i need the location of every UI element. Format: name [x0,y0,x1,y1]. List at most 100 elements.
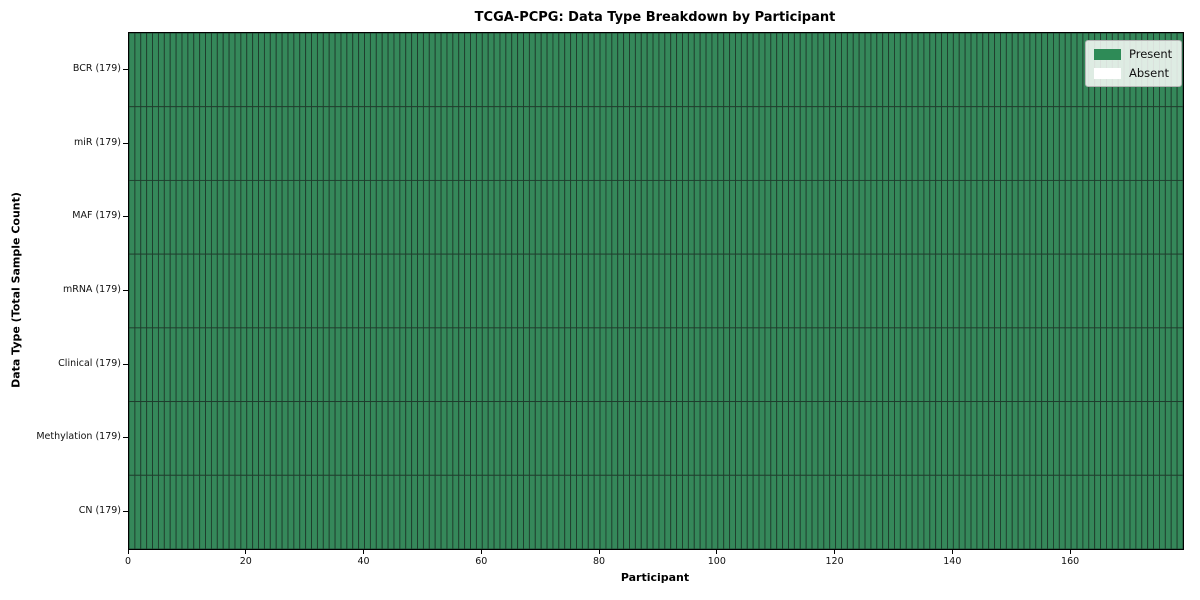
heatmap-cell [334,327,342,403]
heatmap-cell [328,106,336,181]
heatmap-cell [676,33,683,108]
heatmap-cell [758,179,766,255]
heatmap-cell [941,253,948,329]
heatmap-cell [140,327,148,403]
heatmap-cell [1058,327,1066,403]
heatmap-cell [970,179,978,255]
heatmap-cell [1111,106,1119,181]
heatmap-cell [870,327,878,403]
heatmap-cell [605,179,613,255]
heatmap-cell [729,253,736,329]
heatmap-cell [717,253,725,329]
heatmap-cell [258,33,265,108]
heatmap-cell [428,106,436,181]
heatmap-cell [746,474,754,549]
heatmap-cell [758,106,766,181]
heatmap-cell [364,179,371,255]
x-tick-label-20: 20 [239,556,252,567]
heatmap-cell [623,106,630,181]
heatmap-cell [334,253,342,329]
heatmap-cell [322,401,330,476]
heatmap-cell [340,253,348,329]
heatmap-cell [699,327,707,403]
heatmap-cell [640,474,648,549]
heatmap-cell [169,401,177,476]
heatmap-cell [1164,401,1172,476]
heatmap-cell [169,106,177,181]
heatmap-cell [823,179,831,255]
heatmap-cell [540,474,548,549]
heatmap-cell [1176,253,1183,329]
heatmap-cell [599,106,607,181]
heatmap-cell [1070,106,1078,181]
heatmap-cell [1141,474,1149,549]
heatmap-cell [982,401,990,476]
heatmap-cell [793,179,801,255]
heatmap-cell [216,327,224,403]
heatmap-cell [411,327,418,403]
heatmap-cell [487,327,495,403]
heatmap-cell [811,106,819,181]
heatmap-cell [487,33,495,108]
heatmap-cell [835,179,842,255]
heatmap-cell [1047,33,1054,108]
heatmap-cell [269,327,277,403]
heatmap-cell [723,401,731,476]
heatmap-cell [652,106,660,181]
heatmap-cell [817,401,825,476]
heatmap-cell [1164,253,1172,329]
heatmap-cell [793,33,801,108]
heatmap-cell [440,179,448,255]
heatmap-cell [1135,401,1143,476]
heatmap-cell [1000,179,1007,255]
heatmap-cell [534,401,542,476]
heatmap-cell [729,179,736,255]
heatmap-cell [917,327,925,403]
heatmap-cell [252,253,259,329]
heatmap-cell [393,474,401,549]
heatmap-cell [199,33,206,108]
heatmap-cell [240,179,248,255]
heatmap-cell [805,474,813,549]
heatmap-cell [829,106,837,181]
heatmap-cell [1047,401,1054,476]
heatmap-cell [475,474,483,549]
heatmap-cell [534,179,542,255]
heatmap-cell [1147,179,1155,255]
heatmap-cell [947,106,954,181]
y-tick-mark [123,290,128,291]
heatmap-cell [905,33,913,108]
heatmap-cell [764,33,772,108]
heatmap-cell [452,401,460,476]
heatmap-cell [805,179,813,255]
heatmap-cell [593,179,601,255]
heatmap-cell [758,401,766,476]
heatmap-cell [1088,253,1096,329]
heatmap-cell [293,327,301,403]
heatmap-cell [1064,327,1072,403]
heatmap-cell [958,327,966,403]
heatmap-cell [387,401,395,476]
heatmap-cell [263,33,271,108]
heatmap-cell [899,33,907,108]
heatmap-cell [1076,106,1084,181]
heatmap-cell [275,474,283,549]
heatmap-cell [546,106,554,181]
heatmap-cell [481,106,489,181]
heatmap-cell [646,106,654,181]
heatmap-cell [958,106,966,181]
heatmap-cell [1064,179,1072,255]
heatmap-cell [676,401,683,476]
heatmap-cell [381,327,389,403]
heatmap-cell [470,179,477,255]
heatmap-cell [905,106,913,181]
heatmap-cell [175,401,183,476]
heatmap-cell [599,401,607,476]
heatmap-cell [823,474,831,549]
heatmap-cell [405,33,413,108]
heatmap-cell [1058,33,1066,108]
heatmap-cell [417,179,424,255]
heatmap-cell [517,401,524,476]
heatmap-cell [334,33,342,108]
heatmap-cell [676,106,683,181]
